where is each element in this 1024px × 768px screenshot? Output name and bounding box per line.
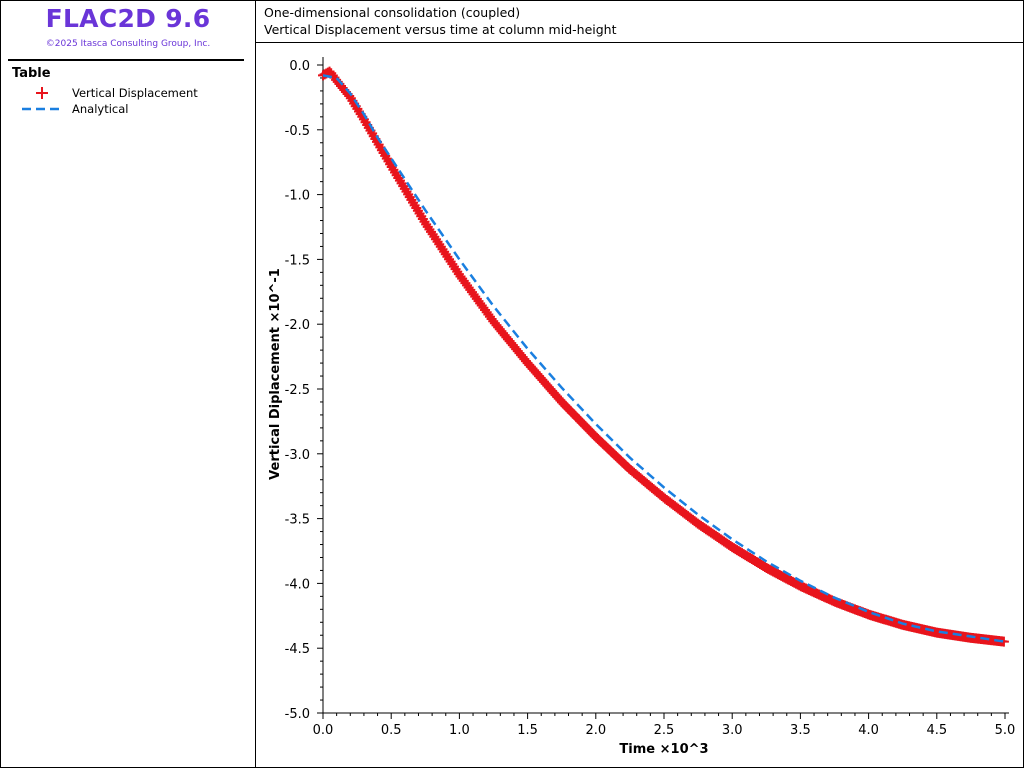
legend-title: Table [12, 66, 51, 81]
dashed-line-icon [22, 107, 60, 111]
series-analytical [322, 74, 1006, 643]
axis-ticks: 0.0 0.5 1.0 1.5 2.0 2.5 3.0 3.5 4.0 4.5 5.0 0.0 -0.5… [285, 59, 1016, 738]
series-vertical-displacement [318, 66, 1009, 647]
series-layer [318, 66, 1009, 647]
plus-marker-icon [36, 87, 48, 99]
y-tick-label: -5.0 [285, 707, 310, 722]
y-tick-label: 0.0 [289, 59, 310, 74]
series-line [322, 74, 1006, 643]
x-tick-label: 3.5 [790, 723, 811, 738]
y-tick-label: -1.0 [285, 189, 310, 204]
y-tick-label: -0.5 [285, 124, 310, 139]
y-axis-label: Vertical Diplacement ×10^-1 [268, 268, 283, 480]
x-tick-label: 4.5 [926, 723, 947, 738]
y-tick-label: -3.5 [285, 513, 310, 528]
y-tick-label: -4.0 [285, 577, 310, 592]
chart-header: One-dimensional consolidation (coupled) … [256, 0, 1024, 43]
legend-label: Vertical Displacement [72, 86, 198, 100]
y-tick-label: -3.0 [285, 448, 310, 463]
y-tick-label: -2.0 [285, 318, 310, 333]
x-tick-label: 2.0 [585, 723, 606, 738]
divider [8, 59, 244, 61]
x-tick-label: 0.0 [313, 723, 334, 738]
x-tick-label: 0.5 [381, 723, 402, 738]
x-tick-label: 5.0 [995, 723, 1016, 738]
y-tick-label: -1.5 [285, 253, 310, 268]
app-title: FLAC2D 9.6 [45, 4, 211, 33]
chart-title: One-dimensional consolidation (coupled) [264, 5, 521, 20]
y-tick-label: -4.5 [285, 642, 310, 657]
x-tick-label: 1.5 [517, 723, 538, 738]
x-tick-label: 3.0 [722, 723, 743, 738]
x-tick-label: 1.0 [449, 723, 470, 738]
chart-plot: 0.0 0.5 1.0 1.5 2.0 2.5 3.0 3.5 4.0 4.5 5.0 0.0 -0.5… [268, 57, 1016, 757]
copyright-text: ©2025 Itasca Consulting Group, Inc. [45, 39, 211, 49]
x-tick-label: 2.5 [654, 723, 675, 738]
legend-panel: FLAC2D 9.6 ©2025 Itasca Consulting Group… [0, 0, 256, 768]
x-axis-label: Time ×10^3 [619, 742, 708, 757]
axes [322, 57, 1009, 714]
legend-label: Analytical [72, 102, 129, 116]
x-tick-label: 4.0 [858, 723, 879, 738]
y-tick-label: -2.5 [285, 383, 310, 398]
chart-subtitle: Vertical Displacement versus time at col… [264, 22, 617, 37]
